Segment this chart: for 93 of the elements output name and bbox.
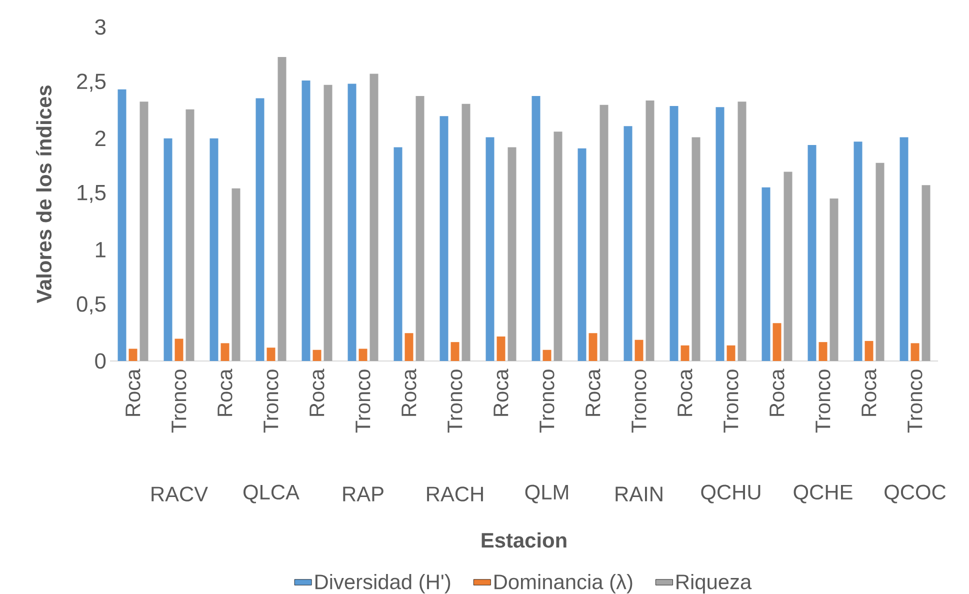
x-tick-label: Tronco [724,370,738,433]
bar [578,148,586,361]
bar [118,89,126,361]
x-tick-label: Roca [770,368,784,416]
text: RAP [343,486,384,502]
text: QCHE [794,484,852,504]
bar [692,137,700,361]
x-tick-label: Roca [494,368,508,416]
legend-label: Dominancia (λ) [494,574,632,594]
bar [312,350,322,361]
bar [174,338,184,361]
bar [772,323,782,361]
bar [784,172,792,361]
bar [450,342,460,361]
bar [716,107,724,361]
bar [416,96,424,361]
bar [358,348,368,361]
x-tick-label: Roca [126,368,140,416]
x-tick-label: Tronco [816,370,830,433]
bar [140,102,148,361]
x-tick-label: Roca [862,368,876,416]
x-tick-label: Roca [218,368,232,416]
y-tick-label: 3 [95,19,106,35]
bar [670,106,678,361]
text: RACH [427,486,483,502]
y-tick-label: 2,5 [77,74,106,92]
bar [738,102,746,361]
bar [462,104,470,361]
bar [854,142,862,361]
legend-label: Riqueza [676,574,752,594]
bar [864,340,874,361]
bar [830,198,838,361]
x-tick-label: Roca [310,368,324,416]
bar [808,145,816,361]
bar [128,348,138,361]
bar [922,185,930,361]
bar [634,340,644,361]
bar [554,132,562,361]
x-tick-label: Roca [678,368,692,416]
bar [588,333,598,361]
bar [646,100,654,361]
text: QCOC [884,484,946,504]
bar [348,84,356,361]
bar [726,345,736,361]
x-tick-label: Tronco [356,370,370,433]
bar [496,336,506,361]
bar [486,137,494,361]
bar [680,345,690,361]
y-tick-label: 2 [95,130,106,146]
y-tick-label: 1 [96,242,106,258]
bar [278,57,286,361]
x-tick-label: Tronco [448,370,462,433]
x-tick-label: Tronco [264,370,278,433]
bar [600,104,608,361]
bar [440,116,448,361]
y-tick-label: 1,5 [78,185,106,203]
bar [900,137,908,361]
bar [232,188,240,361]
bar [910,343,920,361]
legend-label: Diversidad (H') [315,574,450,594]
x-tick-label: Tronco [632,370,646,433]
text: QLCA [244,484,300,504]
bar [876,162,884,361]
bar [164,138,172,361]
y-tick-label: 0 [95,353,106,369]
x-axis-title: Estacion [482,532,566,548]
bar [394,147,402,361]
x-tick-label: Roca [402,368,416,416]
x-tick-label: Tronco [908,370,922,433]
bar [762,187,770,361]
bar [186,109,194,361]
bar [542,350,552,361]
bar [324,84,332,361]
bar [370,74,378,361]
text: QLM [525,484,568,504]
x-tick-label: Tronco [172,370,186,433]
bar [818,342,828,361]
bar [210,138,218,361]
bar [624,126,632,361]
text: RAIN [616,486,662,502]
y-tick-label: 0,5 [76,296,106,314]
y-axis-title: Valores de los índices [36,86,52,304]
bar [532,96,540,361]
bar [220,343,230,361]
text: RACV [152,486,208,502]
text: QCHU [701,484,760,504]
bar [404,333,414,361]
bar [256,98,264,361]
x-tick-label: Roca [586,368,600,416]
bar [302,80,310,361]
bar [508,147,516,361]
x-tick-label: Tronco [540,370,554,433]
bar [266,348,276,361]
